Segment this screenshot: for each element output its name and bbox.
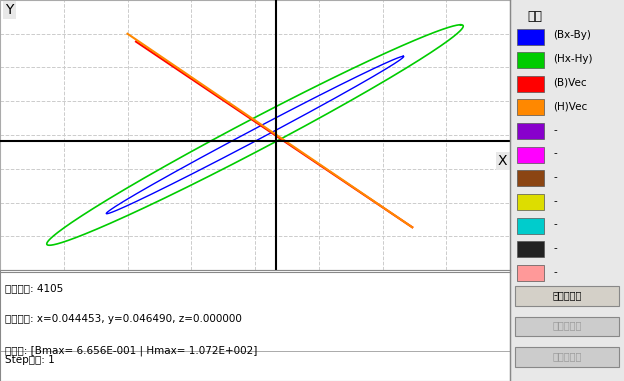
- Text: 設定読込み: 設定読込み: [552, 320, 582, 330]
- FancyBboxPatch shape: [517, 218, 544, 234]
- FancyBboxPatch shape: [517, 241, 544, 257]
- FancyBboxPatch shape: [517, 288, 544, 304]
- Text: X: X: [498, 154, 507, 168]
- Text: -: -: [553, 290, 557, 300]
- FancyBboxPatch shape: [517, 147, 544, 163]
- Text: 設定書出し: 設定書出し: [552, 351, 582, 361]
- FancyBboxPatch shape: [515, 286, 620, 306]
- Text: (H)Vec: (H)Vec: [553, 101, 588, 111]
- Text: (Bx-By): (Bx-By): [553, 30, 591, 40]
- FancyBboxPatch shape: [517, 170, 544, 186]
- FancyBboxPatch shape: [517, 265, 544, 281]
- FancyBboxPatch shape: [517, 52, 544, 68]
- FancyBboxPatch shape: [517, 99, 544, 115]
- Text: 要素重心: x=0.044453, y=0.046490, z=0.000000: 要素重心: x=0.044453, y=0.046490, z=0.000000: [5, 314, 242, 324]
- Text: (Hx-Hy): (Hx-Hy): [553, 54, 593, 64]
- Text: -: -: [553, 219, 557, 229]
- Text: -: -: [553, 149, 557, 158]
- Text: 要素値: [Bmax= 6.656E-001 | Hmax= 1.072E+002]: 要素値: [Bmax= 6.656E-001 | Hmax= 1.072E+00…: [5, 346, 258, 356]
- FancyBboxPatch shape: [515, 347, 620, 367]
- FancyBboxPatch shape: [517, 29, 544, 45]
- Text: グラフ設定: グラフ設定: [552, 290, 582, 300]
- Text: -: -: [553, 243, 557, 253]
- Text: Step番号: 1: Step番号: 1: [5, 355, 55, 365]
- Text: 要素番号: 4105: 要素番号: 4105: [5, 283, 64, 293]
- FancyBboxPatch shape: [515, 317, 620, 336]
- FancyBboxPatch shape: [517, 194, 544, 210]
- Text: 処例: 処例: [527, 10, 542, 22]
- Text: -: -: [553, 196, 557, 206]
- Text: Y: Y: [5, 3, 14, 17]
- FancyBboxPatch shape: [517, 76, 544, 92]
- FancyBboxPatch shape: [517, 123, 544, 139]
- Text: -: -: [553, 172, 557, 182]
- Text: (B)Vec: (B)Vec: [553, 78, 587, 88]
- Text: -: -: [553, 267, 557, 277]
- Text: -: -: [553, 125, 557, 135]
